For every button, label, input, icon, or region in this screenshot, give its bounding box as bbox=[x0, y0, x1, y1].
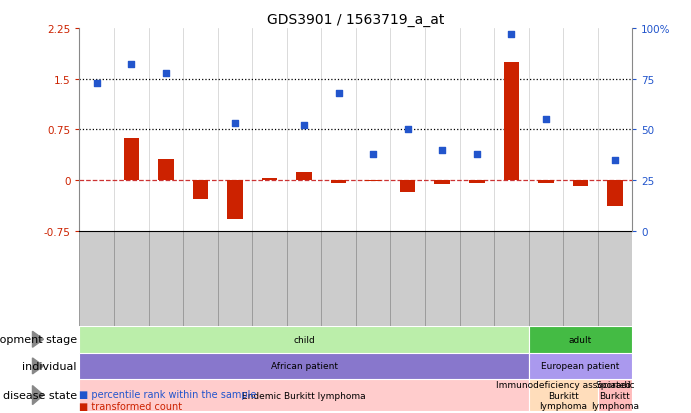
Point bbox=[368, 151, 379, 158]
Text: development stage: development stage bbox=[0, 335, 77, 344]
Bar bbox=[79, 353, 529, 379]
Text: Endemic Burkitt lymphoma: Endemic Burkitt lymphoma bbox=[243, 391, 366, 400]
Bar bbox=[193, 181, 208, 199]
Bar bbox=[598, 379, 632, 411]
Bar bbox=[538, 181, 553, 183]
Text: ■ percentile rank within the sample: ■ percentile rank within the sample bbox=[79, 389, 257, 399]
Bar bbox=[469, 181, 484, 183]
Title: GDS3901 / 1563719_a_at: GDS3901 / 1563719_a_at bbox=[267, 12, 444, 26]
Text: adult: adult bbox=[569, 335, 592, 344]
Point bbox=[299, 123, 310, 129]
Bar bbox=[124, 139, 139, 181]
Point bbox=[229, 121, 240, 127]
Bar bbox=[158, 159, 173, 181]
Point bbox=[506, 32, 517, 38]
Bar bbox=[529, 353, 632, 379]
Text: ■ transformed count: ■ transformed count bbox=[79, 401, 182, 411]
Bar bbox=[607, 181, 623, 206]
Point bbox=[160, 70, 171, 77]
Bar bbox=[79, 379, 529, 411]
Bar bbox=[227, 181, 243, 220]
Text: Sporadic
Burkitt
lymphoma: Sporadic Burkitt lymphoma bbox=[591, 380, 639, 410]
Bar bbox=[296, 173, 312, 181]
Point bbox=[91, 80, 102, 87]
Polygon shape bbox=[32, 332, 44, 347]
Bar bbox=[366, 181, 381, 182]
Text: individual: individual bbox=[22, 361, 77, 371]
Bar bbox=[435, 181, 450, 184]
Point bbox=[126, 62, 137, 69]
Text: African patient: African patient bbox=[271, 361, 337, 370]
Point bbox=[437, 147, 448, 154]
Point bbox=[471, 151, 482, 158]
Text: disease state: disease state bbox=[3, 390, 77, 400]
Bar bbox=[529, 326, 632, 353]
Polygon shape bbox=[32, 386, 44, 405]
Text: child: child bbox=[293, 335, 315, 344]
Bar bbox=[529, 379, 598, 411]
Bar bbox=[504, 63, 519, 181]
Point bbox=[402, 127, 413, 133]
Bar bbox=[262, 179, 277, 181]
Point bbox=[540, 117, 551, 123]
Bar bbox=[79, 326, 529, 353]
Bar bbox=[573, 181, 588, 186]
Point bbox=[609, 157, 621, 164]
Point bbox=[333, 90, 344, 97]
Text: European patient: European patient bbox=[541, 361, 620, 370]
Bar bbox=[331, 181, 346, 183]
Bar bbox=[400, 181, 415, 193]
Polygon shape bbox=[32, 358, 44, 374]
Text: Immunodeficiency associated
Burkitt
lymphoma: Immunodeficiency associated Burkitt lymp… bbox=[495, 380, 631, 410]
